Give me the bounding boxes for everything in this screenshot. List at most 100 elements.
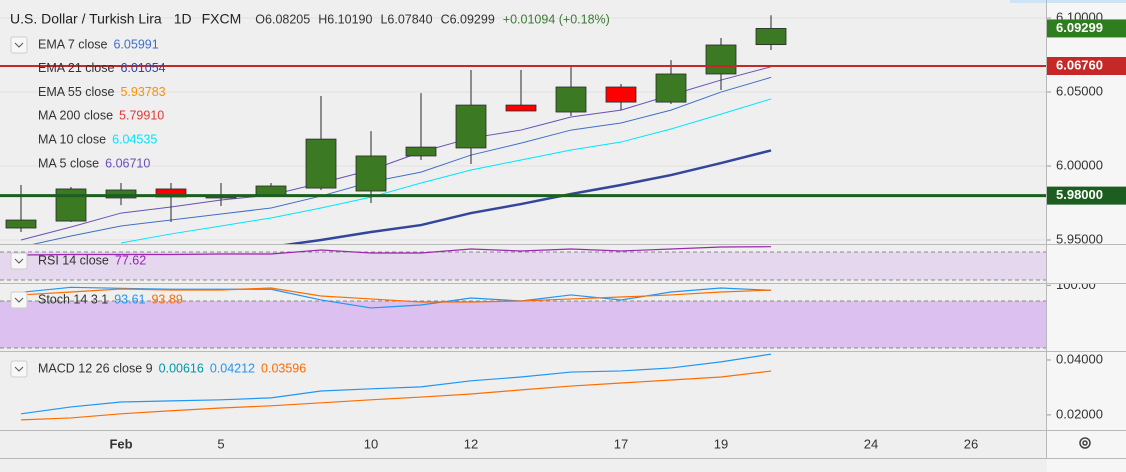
price-label: 6.06760: [1056, 57, 1103, 72]
candle-body: [605, 86, 637, 103]
candle-body: [105, 189, 137, 199]
indicator-line: [20, 246, 772, 256]
candle-body: [755, 28, 787, 46]
x-tick-label: 17: [614, 436, 628, 451]
price-label-box: [1047, 186, 1126, 205]
legend-value: 5.79910: [119, 109, 164, 123]
legend-name: MA 200 close: [38, 109, 113, 123]
legend-value: 6.04535: [112, 132, 157, 146]
legend-value: 0.00616: [159, 361, 204, 375]
candle-body: [555, 86, 587, 113]
candle-body: [505, 104, 537, 112]
header-text: U.S. Dollar / Turkish Lira: [10, 11, 162, 27]
price-axis-background: [1047, 0, 1126, 472]
legend-toggle[interactable]: [10, 291, 28, 309]
legend-name: MA 10 close: [38, 132, 106, 146]
chevron: [14, 258, 24, 264]
band: [0, 300, 1046, 348]
candle-body: [405, 146, 437, 157]
x-tick-label: 24: [864, 436, 878, 451]
price-axis-2: 100.00: [1047, 277, 1096, 292]
legend-value: 6.01054: [120, 61, 165, 75]
x-tick-label: 5: [217, 436, 224, 451]
legend-value: 93.61: [114, 292, 145, 306]
legend: MACD 12 26 close 9 0.00616 0.04212 0.03596: [38, 361, 306, 375]
candle-body: [705, 44, 737, 75]
legend-value: 77.62: [115, 253, 146, 267]
legend-toggle[interactable]: [10, 36, 28, 54]
gear-hub: [1082, 440, 1088, 446]
legend-value: 0.03596: [261, 361, 306, 375]
pane-2: [0, 286, 1046, 349]
x-tick-label: 26: [964, 436, 978, 451]
candle-body: [355, 155, 387, 192]
x-tick-label: 19: [714, 436, 728, 451]
legend-toggle[interactable]: [10, 252, 28, 270]
legend-name: MA 5 close: [38, 156, 99, 170]
header-text: C6.09299: [441, 12, 495, 26]
header-text: O6.08205: [255, 12, 310, 26]
legend-toggles: [10, 36, 28, 378]
x-tick-label: Feb: [109, 436, 132, 451]
y-tick-label: 0.04000: [1056, 351, 1103, 366]
header-text: +0.01094 (+0.18%): [503, 12, 610, 26]
indicator-line: [283, 149, 772, 244]
header-text: FXCM: [202, 11, 242, 27]
last-price-label: 6.09299: [1056, 20, 1103, 35]
legend: EMA 7 close 6.05991 EMA 21 close 6.01054 EMA…: [38, 37, 166, 170]
plot-layers: 5.950006.000006.050006.10000100.000.0200…: [0, 9, 1103, 421]
y-tick-label: 5.95000: [1056, 231, 1103, 246]
y-tick-label: 100.00: [1056, 277, 1096, 292]
pane-0: [0, 15, 1046, 244]
band: [0, 252, 1046, 281]
legend-name: EMA 55 close: [38, 85, 114, 99]
price-axis-3: 0.02000 0.04000: [1047, 351, 1103, 421]
legend-name: EMA 21 close: [38, 61, 114, 75]
settings-icon[interactable]: [1079, 437, 1091, 449]
candle-body: [455, 104, 487, 149]
x-tick-label: 10: [364, 436, 378, 451]
pane-3: [20, 353, 772, 421]
chevron: [14, 366, 24, 372]
header-text: H6.10190: [318, 12, 372, 26]
indicator-line: [120, 98, 772, 244]
legend-name: Stoch 14 3 1: [38, 292, 108, 306]
legend-toggle[interactable]: [10, 360, 28, 378]
legend-value: 0.04212: [210, 361, 255, 375]
top-bar: [1010, 0, 1126, 3]
indicator-line: [20, 287, 772, 303]
indicator-line: [20, 353, 772, 415]
legend-value: 93.89: [151, 292, 182, 306]
indicator-line: [32, 76, 772, 244]
separators: [0, 0, 1126, 459]
pane-1: [0, 246, 1046, 281]
legend-value: 6.05991: [113, 37, 158, 51]
indicator-line: [20, 66, 772, 241]
y-tick-label: 0.02000: [1056, 406, 1103, 421]
candle-body: [655, 73, 687, 103]
legend-value: 5.93783: [120, 85, 165, 99]
legend: Stoch 14 3 1 93.61 93.89: [38, 292, 183, 306]
y-tick-label: 6.00000: [1056, 157, 1103, 172]
chevron: [14, 42, 24, 48]
indicator-line: [20, 370, 772, 421]
x-tick-label: 12: [464, 436, 478, 451]
last-price-box: [1047, 19, 1126, 38]
gear-ring: [1079, 437, 1091, 449]
candle-body: [305, 138, 337, 189]
price-label: 5.98000: [1056, 187, 1103, 202]
legend-name: MACD 12 26 close 9: [38, 361, 153, 375]
y-tick-label: 6.05000: [1056, 83, 1103, 98]
price-label-box: [1047, 57, 1126, 76]
header-text: L6.07840: [380, 12, 432, 26]
legend: RSI 14 close 77.62: [38, 253, 146, 267]
header: U.S. Dollar / Turkish Lira 1D FXCM O6.08205…: [10, 11, 610, 27]
chevron: [14, 297, 24, 303]
legend-value: 6.06710: [105, 156, 150, 170]
legend-name: RSI 14 close: [38, 253, 109, 267]
candle-body: [55, 188, 87, 222]
header-text: 1D: [174, 11, 192, 27]
